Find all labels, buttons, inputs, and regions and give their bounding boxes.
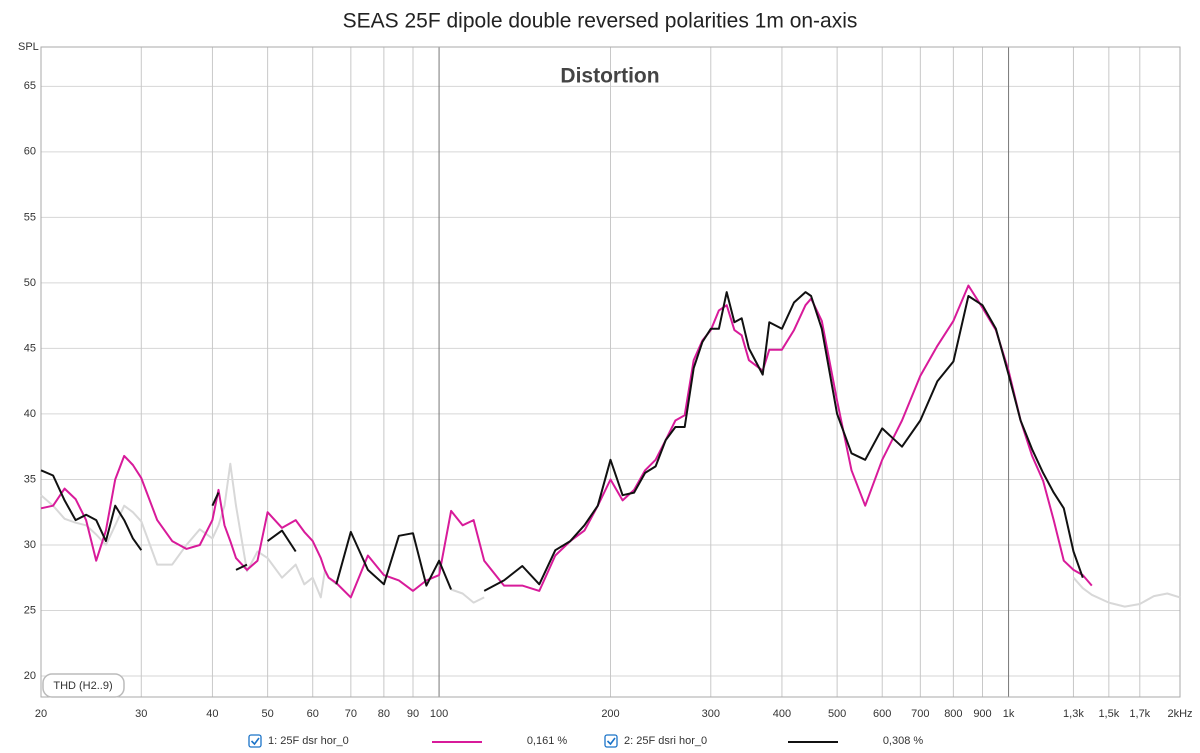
x-tick-label: 40	[206, 708, 218, 720]
y-tick-label: 20	[24, 670, 36, 682]
legend-checkbox[interactable]	[604, 734, 618, 748]
plot-frame	[40, 46, 1181, 698]
x-tick-label: 500	[828, 708, 846, 720]
y-tick-label: 25	[24, 604, 36, 616]
legend-checkbox[interactable]	[248, 734, 262, 748]
checkmark	[606, 737, 616, 746]
y-axis-label: SPL	[18, 41, 39, 53]
legend-label: 2: 25F dsri hor_0	[624, 735, 707, 747]
checkmark	[250, 737, 260, 746]
plot-area: 20 25 30 35 40 45 50 55 60 65 20 30 40 50 60 70 80 90 100 2…	[24, 46, 1193, 720]
y-tick-label: 60	[24, 146, 36, 158]
x-tick-label: 600	[873, 708, 891, 720]
y-tick-label: 45	[24, 342, 36, 354]
x-tick-label: 900	[973, 708, 991, 720]
y-tick-label: 55	[24, 211, 36, 223]
x-tick-label: 80	[378, 708, 390, 720]
x-tick-label: 90	[407, 708, 419, 720]
y-tick-label: 35	[24, 473, 36, 485]
x-tick-label: 1,5k	[1098, 708, 1119, 720]
x-tick-label: 100	[430, 708, 448, 720]
x-tick-label: 2kHz	[1167, 708, 1192, 720]
chart-subtitle: Distortion	[560, 65, 659, 88]
x-tick-label: 1k	[1003, 708, 1015, 720]
annotation-box	[42, 673, 125, 698]
x-tick-label: 200	[601, 708, 619, 720]
data-line	[40, 462, 1181, 608]
checkbox[interactable]	[604, 734, 618, 748]
y-tick-label: 40	[24, 408, 36, 420]
y-tick-label: 30	[24, 539, 36, 551]
chart-title: SEAS 25F dipole double reversed polariti…	[343, 10, 858, 33]
x-tick-label: 50	[262, 708, 274, 720]
legend-value: 0,308 %	[883, 735, 924, 747]
x-tick-label: 20	[35, 708, 47, 720]
legend-value: 0,161 %	[527, 735, 568, 747]
y-tick-label: 50	[24, 277, 36, 289]
x-tick-label: 70	[345, 708, 357, 720]
data-line	[40, 284, 1093, 599]
x-tick-label: 400	[773, 708, 791, 720]
x-tick-label: 60	[307, 708, 319, 720]
x-tick-label: 700	[911, 708, 929, 720]
x-tick-label: 800	[944, 708, 962, 720]
data-line	[40, 291, 1084, 592]
y-tick-label: 65	[24, 80, 36, 92]
legend-label: 1: 25F dsr hor_0	[268, 735, 349, 747]
x-tick-label: 1,7k	[1129, 708, 1150, 720]
legend: 1: 25F dsr hor_0 0,161 % 2: 25F dsri hor_0…	[248, 734, 924, 748]
annotation: THD (H2..9)	[53, 680, 112, 692]
checkbox[interactable]	[248, 734, 262, 748]
x-tick-label: 1,3k	[1063, 708, 1084, 720]
x-tick-label: 30	[135, 708, 147, 720]
x-tick-label: 300	[702, 708, 720, 720]
